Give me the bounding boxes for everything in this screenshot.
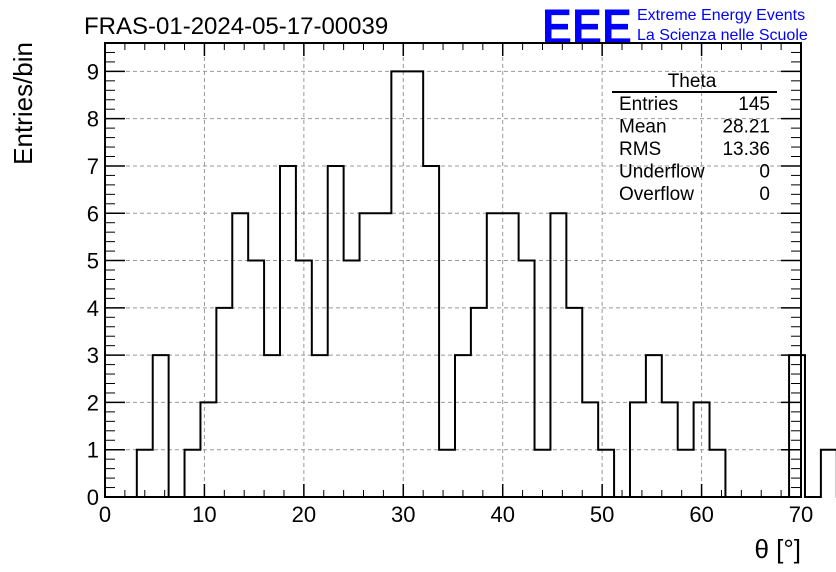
histogram-bin: [344, 261, 360, 497]
histogram-bin: [264, 355, 280, 497]
x-tick-label: 60: [689, 502, 713, 527]
histogram-bin: [455, 355, 471, 497]
histogram-bin: [821, 450, 836, 497]
histogram-bin: [248, 261, 264, 497]
stats-value: 145: [738, 94, 770, 115]
y-tick-label: 9: [87, 59, 99, 84]
x-tick-label: 30: [391, 502, 415, 527]
histogram-bin: [137, 450, 153, 497]
x-tick-label: 70: [789, 502, 813, 527]
histogram-bin: [312, 355, 328, 497]
logo-line-1: Extreme Energy Events: [637, 7, 805, 24]
stats-box: Theta Entries 145 Mean 28.21 RMS 13.36 Underfl…: [612, 71, 777, 205]
histogram-bin: [678, 450, 694, 497]
histogram-bin: [439, 450, 455, 497]
y-axis-label: Entries/bin: [8, 42, 38, 165]
histogram-bin: [423, 166, 439, 497]
stats-rows: Entries 145 Mean 28.21 RMS 13.36 Underflow 0 Ove…: [619, 94, 770, 205]
plot-frame: [104, 42, 802, 498]
grid-lines: [105, 43, 801, 497]
logo-letters: EEE: [542, 0, 632, 55]
y-tick-label: 3: [87, 343, 99, 368]
stats-value: 0: [759, 162, 770, 183]
histogram-bin: [535, 450, 551, 497]
y-tick-label: 5: [87, 249, 99, 274]
tick-labels: 0 10 20 30 40 50 60 70 0 1 2 3 4 5 6 7 8 9: [87, 59, 813, 527]
y-tick-label: 7: [87, 154, 99, 179]
stats-label: Entries: [619, 94, 678, 115]
histogram-bin: [280, 166, 296, 497]
stats-value: 28.21: [722, 117, 770, 138]
x-tick-label: 50: [590, 502, 614, 527]
histogram-bin: [328, 166, 344, 497]
x-tick-label: 0: [99, 502, 111, 527]
stats-label: RMS: [619, 139, 661, 160]
stats-value: 13.36: [722, 139, 770, 160]
x-tick-label: 20: [292, 502, 316, 527]
histogram-bin: [598, 450, 614, 497]
histogram-bin: [519, 261, 535, 497]
y-tick-label: 4: [87, 296, 99, 321]
logo-line-2: La Scienza nelle Scuole: [637, 27, 808, 44]
y-tick-label: 2: [87, 390, 99, 415]
stats-label: Underflow: [619, 162, 705, 183]
histogram-bin: [185, 450, 201, 497]
stats-box-title: Theta: [668, 71, 717, 92]
x-tick-label: 10: [192, 502, 216, 527]
x-axis-label: θ [°]: [754, 534, 801, 564]
x-tick-label: 40: [490, 502, 514, 527]
stats-label: Overflow: [619, 184, 694, 205]
histogram-bin: [153, 355, 169, 497]
y-tick-label: 8: [87, 107, 99, 132]
histogram-bin: [789, 355, 805, 497]
stats-value: 0: [759, 184, 770, 205]
histogram-bin: [646, 355, 662, 497]
y-tick-label: 6: [87, 201, 99, 226]
histogram-bin: [391, 71, 407, 497]
y-tick-label: 1: [87, 438, 99, 463]
histogram-bin: [710, 450, 726, 497]
eee-logo: EEE Extreme Energy Events La Scienza nel…: [542, 0, 808, 55]
y-tick-label: 0: [87, 485, 99, 510]
stats-label: Mean: [619, 117, 667, 138]
histogram-bin: [407, 71, 423, 497]
chart-title: FRAS-01-2024-05-17-00039: [84, 13, 388, 40]
axis-ticks: [104, 42, 802, 498]
